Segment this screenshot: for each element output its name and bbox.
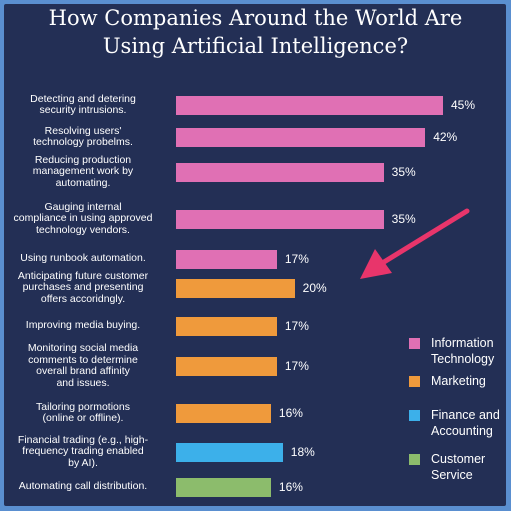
value-label-0: 45% [451, 98, 476, 112]
legend-swatch [409, 338, 420, 349]
value-label-1: 42% [433, 130, 458, 144]
bar-0 [176, 95, 443, 115]
legend-label-line: Customer [431, 452, 486, 466]
bar-2 [176, 162, 384, 182]
value-label-2: 35% [391, 165, 416, 179]
category-label-6: Improving media buying. [2, 320, 164, 332]
legend-label-line: Finance and [431, 408, 500, 422]
category-label-3: Gauging internal compliance in using appr… [2, 200, 164, 237]
chart-title-line-1: How Companies Around the World Are [48, 6, 463, 30]
category-label-line: management work by [32, 165, 134, 178]
legend-label-line: Technology [431, 352, 495, 366]
value-label-9: 18% [290, 445, 315, 459]
chart-title-line-2: Using Artificial Intelligence? [102, 34, 409, 58]
legend-label-line: Service [431, 468, 473, 482]
category-label-line: purchases and presenting [22, 281, 144, 294]
chart-title: How Companies Around the World Are Using… [0, 4, 511, 60]
bar-8 [176, 403, 271, 423]
category-label-line: Tailoring pormotions [36, 400, 130, 413]
category-label-line: automating. [55, 176, 111, 189]
legend-label-line: Accounting [431, 424, 493, 438]
bar-3 [176, 209, 384, 229]
category-label-line: frequency trading enabled [22, 445, 144, 458]
bar-10 [176, 477, 271, 497]
category-label-line: Resolving users' [44, 124, 122, 137]
legend-swatch [409, 454, 420, 465]
category-label-4: Using runbook automation. [2, 253, 164, 265]
category-label-8: Tailoring pormotions (online or offline). [2, 400, 164, 425]
category-label-0: Detecting and detering security intrusion… [2, 92, 164, 117]
category-label-7: Monitoring social media comments to deter… [2, 342, 164, 389]
value-label-10: 16% [278, 480, 303, 494]
legend-swatch [409, 376, 420, 387]
value-label-8: 16% [278, 406, 303, 420]
category-label-line: by AI). [68, 456, 98, 469]
legend-label-line: Information [431, 336, 494, 350]
category-label-9: Financial trading (e.g., high-frequency … [2, 433, 164, 470]
category-label-line: technology probelms. [33, 136, 133, 148]
legend-label: Information Technology [431, 335, 511, 367]
bar-7 [176, 356, 277, 376]
category-label-line: overall brand affinity [36, 365, 130, 377]
category-label-line: comments to determine [28, 353, 138, 366]
category-label-10: Automating call distribution. [2, 481, 164, 493]
category-label-line: and issues. [56, 376, 110, 389]
category-label-line: compliance in using approved [13, 212, 153, 225]
category-label-1: Resolving users' technology probelms. [2, 124, 164, 149]
bar-4 [176, 249, 277, 269]
category-label-line: offers accoridngly. [40, 292, 126, 305]
category-label-line: Reducing production [34, 153, 132, 166]
category-label-line: Financial trading (e.g., high- [17, 433, 149, 446]
category-label-2: Reducing production management work by aut… [2, 153, 164, 190]
legend-label: Marketing [431, 373, 511, 389]
legend-swatch [409, 410, 420, 421]
legend-label: Customer Service [431, 451, 511, 483]
category-label-line: Improving media buying. [25, 319, 141, 332]
value-label-3: 35% [391, 212, 416, 226]
bar-5 [176, 278, 295, 298]
value-label-4: 17% [284, 252, 309, 266]
category-label-line: technology vendors. [36, 223, 130, 236]
category-label-line: Monitoring social media [27, 342, 139, 354]
value-label-5: 20% [302, 281, 327, 295]
legend-label-line: Marketing [431, 374, 486, 388]
category-label-line: security intrusions. [39, 104, 127, 116]
value-label-7: 17% [284, 359, 309, 373]
category-label-line: Detecting and detering [30, 92, 136, 105]
bar-9 [176, 442, 283, 462]
category-label-line: Using runbook automation. [20, 252, 146, 265]
value-label-6: 17% [284, 319, 309, 333]
category-label-5: Anticipating future customer purchases an… [2, 269, 164, 306]
category-label-line: Gauging internal [44, 200, 122, 213]
category-label-line: Anticipating future customer [17, 269, 149, 282]
bar-1 [176, 127, 426, 147]
category-label-line: Automating call distribution. [18, 480, 148, 493]
bar-6 [176, 316, 277, 336]
legend-label: Finance and Accounting [431, 407, 511, 439]
category-label-line: (online or offline). [42, 412, 124, 424]
